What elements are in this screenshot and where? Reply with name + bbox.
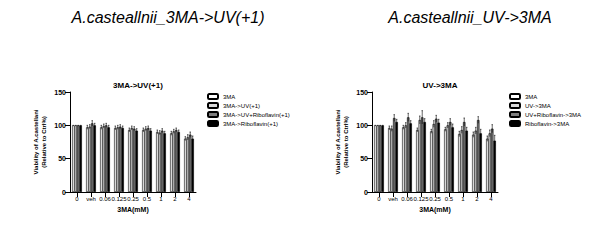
svg-text:0: 0 bbox=[62, 189, 66, 196]
svg-text:A.casteallnii_UV->3MA: A.casteallnii_UV->3MA bbox=[387, 9, 551, 26]
svg-text:3MA(mM): 3MA(mM) bbox=[419, 206, 451, 214]
svg-text:1: 1 bbox=[159, 196, 163, 202]
svg-text:100: 100 bbox=[54, 122, 66, 129]
svg-text:4: 4 bbox=[187, 196, 191, 202]
svg-text:1: 1 bbox=[461, 196, 465, 202]
svg-text:3MA->UV(+1): 3MA->UV(+1) bbox=[113, 81, 163, 90]
svg-text:veh: veh bbox=[388, 196, 398, 202]
svg-text:0.06: 0.06 bbox=[99, 196, 111, 202]
svg-text:0.25: 0.25 bbox=[429, 196, 441, 202]
svg-text:0: 0 bbox=[364, 189, 368, 196]
svg-text:150: 150 bbox=[54, 89, 66, 96]
svg-text:0: 0 bbox=[377, 196, 381, 202]
svg-text:UV+Riboflavin->3MA: UV+Riboflavin->3MA bbox=[525, 112, 581, 118]
svg-text:4: 4 bbox=[489, 196, 493, 202]
svg-text:Riboflavin->3MA: Riboflavin->3MA bbox=[525, 121, 569, 127]
svg-text:3MA: 3MA bbox=[525, 94, 537, 100]
svg-text:150: 150 bbox=[356, 89, 368, 96]
svg-text:3MA->UV+Riboflavin(+1): 3MA->UV+Riboflavin(+1) bbox=[223, 112, 290, 118]
svg-text:3MA->Riboflavin(+1): 3MA->Riboflavin(+1) bbox=[223, 121, 278, 127]
svg-text:0.06: 0.06 bbox=[401, 196, 413, 202]
svg-text:2: 2 bbox=[475, 196, 479, 202]
svg-text:3MA: 3MA bbox=[223, 94, 235, 100]
svg-text:veh: veh bbox=[86, 196, 96, 202]
svg-text:UV->3MA: UV->3MA bbox=[525, 103, 551, 109]
svg-text:0.125: 0.125 bbox=[413, 196, 429, 202]
svg-text:0.5: 0.5 bbox=[143, 196, 152, 202]
svg-text:(Relative to Ctrl%): (Relative to Ctrl%) bbox=[41, 116, 47, 168]
svg-text:100: 100 bbox=[356, 122, 368, 129]
svg-text:0.5: 0.5 bbox=[445, 196, 454, 202]
svg-text:Viability of A.castellani: Viability of A.castellani bbox=[335, 109, 341, 174]
svg-text:50: 50 bbox=[360, 155, 368, 162]
svg-text:0.125: 0.125 bbox=[111, 196, 127, 202]
svg-text:0.25: 0.25 bbox=[127, 196, 139, 202]
svg-text:UV->3MA: UV->3MA bbox=[423, 81, 458, 90]
svg-text:0: 0 bbox=[75, 196, 79, 202]
svg-text:3MA(mM): 3MA(mM) bbox=[117, 206, 149, 214]
svg-text:(Relative to Ctrl%): (Relative to Ctrl%) bbox=[343, 116, 349, 168]
svg-text:50: 50 bbox=[58, 155, 66, 162]
svg-text:A.casteallnii_3MA->UV(+1): A.casteallnii_3MA->UV(+1) bbox=[71, 9, 265, 26]
svg-text:Viability of A.castellani: Viability of A.castellani bbox=[33, 109, 39, 174]
svg-text:2: 2 bbox=[173, 196, 177, 202]
svg-text:3MA->UV(+1): 3MA->UV(+1) bbox=[223, 103, 260, 109]
